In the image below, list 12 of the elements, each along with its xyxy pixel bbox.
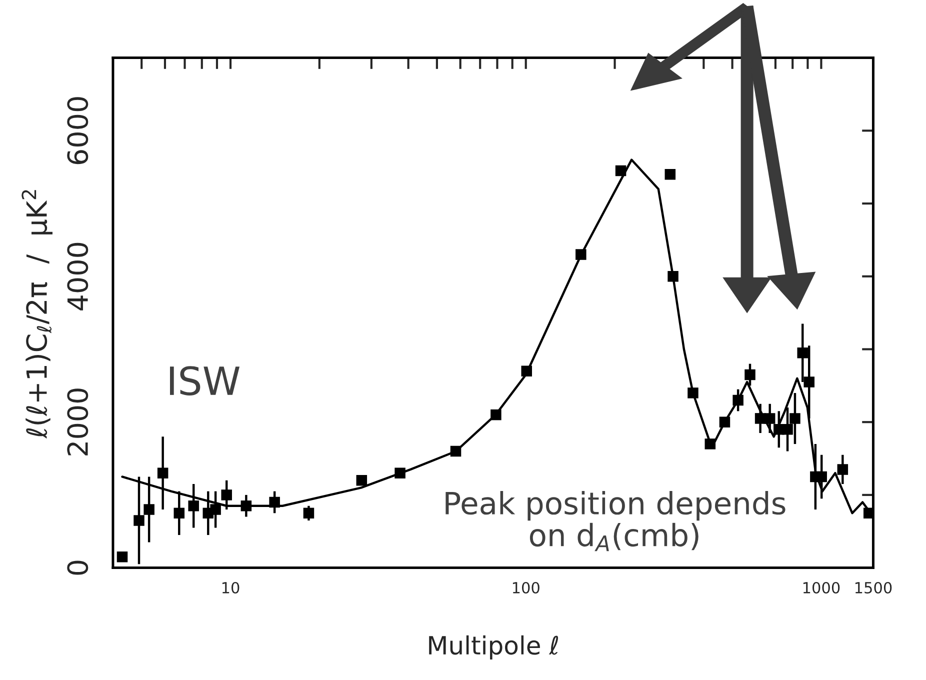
x-tick-label: 1000	[803, 582, 840, 594]
annotation: ISW	[170, 366, 240, 396]
x-axis-title: Multipole ℓ	[429, 635, 558, 660]
x-tick-label: 100	[512, 582, 540, 594]
y-tick-label: 0	[67, 560, 88, 575]
annotation: Peak position depends on d$_{A}$(cmb)	[446, 491, 786, 552]
x-tick-label: 1500	[855, 582, 892, 594]
y-tick-label: 4000	[67, 242, 88, 310]
y-tick-label: 2000	[67, 388, 88, 456]
y-tick-label: 6000	[67, 97, 88, 164]
x-tick-label: 10	[222, 582, 240, 594]
y-axis-title: ℓ(ℓ+1)C$_{ℓ}$/2π / μK$^{2}$	[22, 190, 52, 439]
